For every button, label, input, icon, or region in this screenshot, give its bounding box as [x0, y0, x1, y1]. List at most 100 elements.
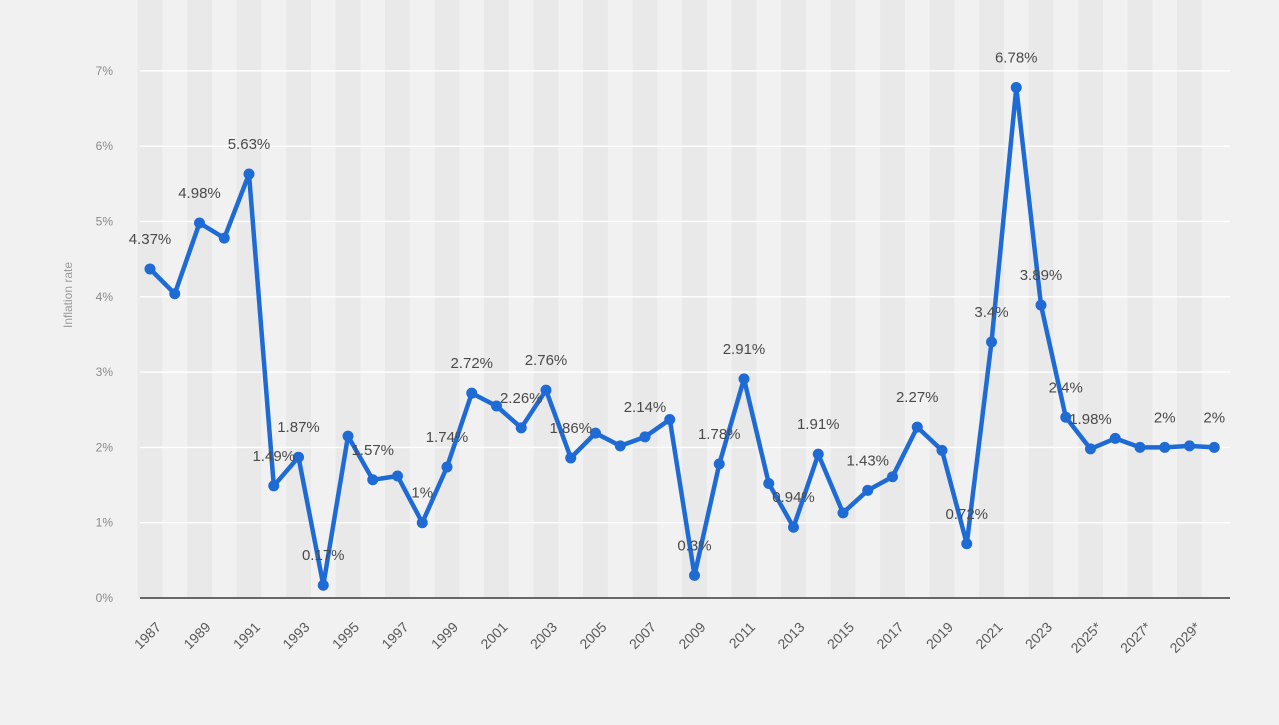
inflation-series-line — [147, 85, 1217, 588]
y-tick-label: 4% — [96, 290, 114, 304]
data-point — [590, 427, 601, 439]
data-label: 1.87% — [277, 419, 320, 436]
data-point — [416, 517, 428, 529]
data-label: 1.78% — [698, 426, 741, 443]
data-label: 2.27% — [896, 389, 939, 406]
column-band — [1078, 0, 1103, 598]
data-point — [342, 430, 354, 442]
series-line — [147, 85, 1217, 588]
data-point — [1184, 440, 1195, 452]
data-label: 1.49% — [252, 448, 295, 465]
data-label: 4.37% — [129, 231, 172, 248]
data-label: 1.98% — [1069, 411, 1112, 428]
data-point — [862, 484, 874, 496]
column-band — [187, 0, 212, 598]
column-band — [484, 0, 509, 598]
data-point — [911, 421, 923, 433]
data-point — [1010, 81, 1022, 93]
data-label: 1.91% — [797, 416, 840, 433]
data-point — [491, 400, 502, 412]
column-band — [682, 0, 707, 598]
y-tick-label: 7% — [96, 64, 114, 78]
data-point — [812, 448, 824, 460]
column-band — [979, 0, 1004, 598]
data-point — [392, 470, 403, 482]
data-label: 4.98% — [178, 185, 221, 202]
data-label: 0.3% — [677, 537, 711, 554]
column-bands — [137, 0, 1202, 598]
column-band — [385, 0, 410, 598]
data-point — [639, 431, 651, 443]
data-point — [317, 579, 329, 591]
data-point — [268, 480, 280, 492]
data-point — [515, 422, 527, 434]
data-point — [1085, 443, 1096, 455]
data-point — [887, 471, 898, 483]
column-band — [929, 0, 955, 598]
column-band — [533, 0, 559, 598]
column-band — [583, 0, 608, 598]
y-tick-label: 2% — [96, 440, 114, 454]
data-label: 3.4% — [974, 304, 1008, 321]
data-point — [788, 521, 799, 533]
data-point — [664, 414, 676, 426]
data-points — [144, 81, 1220, 591]
data-label: 2% — [1154, 409, 1176, 426]
data-point — [986, 336, 997, 348]
data-point — [367, 474, 379, 486]
data-label: 2.76% — [525, 352, 568, 369]
data-label: 1.57% — [351, 442, 394, 459]
data-point — [466, 387, 478, 399]
data-point — [1035, 299, 1047, 311]
data-point — [565, 452, 577, 464]
column-band — [1127, 0, 1153, 598]
data-point — [218, 232, 230, 244]
column-band — [434, 0, 460, 598]
data-point — [1109, 432, 1121, 444]
data-point — [837, 507, 849, 519]
column-band — [335, 0, 361, 598]
data-label: 0.17% — [302, 547, 345, 564]
data-labels: 4.37% 4.98% 5.63% 1.49% 1.87% 0.17% 1.57% 1% 1.7… — [129, 49, 1225, 564]
y-axis-title: Inflation rate — [61, 262, 75, 328]
data-label: 2.72% — [450, 355, 493, 372]
data-label: 2.26% — [500, 390, 543, 407]
y-tick-label: 3% — [96, 365, 114, 379]
data-label: 2.4% — [1049, 379, 1083, 396]
data-label: 0.72% — [945, 506, 988, 523]
data-label: 2.14% — [624, 399, 667, 416]
data-point — [1134, 441, 1146, 453]
data-label: 6.78% — [995, 49, 1038, 66]
data-label: 5.63% — [228, 136, 271, 153]
data-label: 1% — [411, 485, 433, 502]
data-point — [540, 384, 552, 396]
data-label: 2% — [1203, 409, 1225, 426]
data-point — [1208, 441, 1220, 453]
data-point — [738, 373, 750, 385]
data-point — [293, 451, 304, 463]
data-point — [936, 444, 948, 456]
y-axis-ticks: 0% 1% 2% 3% 4% 5% 6% 7% — [96, 64, 114, 605]
y-tick-label: 5% — [96, 215, 114, 229]
y-tick-label: 6% — [96, 139, 114, 153]
data-point — [194, 217, 205, 229]
column-band — [137, 0, 163, 598]
data-label: 2.91% — [723, 341, 766, 358]
column-band — [731, 0, 757, 598]
data-point — [961, 538, 973, 550]
data-label: 1.86% — [549, 420, 592, 437]
data-point — [689, 569, 700, 581]
data-point — [1060, 411, 1072, 423]
data-point — [1159, 441, 1171, 453]
data-point — [713, 458, 725, 470]
data-point — [243, 168, 255, 180]
data-point — [614, 440, 626, 452]
gridlines — [140, 70, 1230, 524]
data-label: 0.94% — [772, 489, 815, 506]
column-band — [1177, 0, 1202, 598]
data-label: 3.89% — [1020, 267, 1063, 284]
y-tick-label: 1% — [96, 516, 114, 530]
y-tick-label: 0% — [96, 591, 114, 605]
